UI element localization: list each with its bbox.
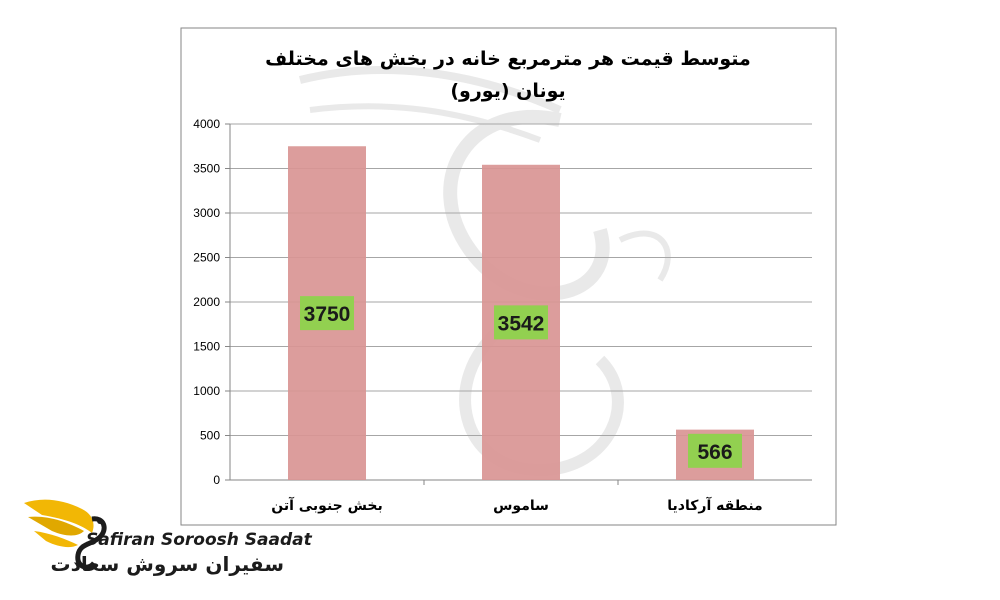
y-tick-label: 500 [200,429,220,443]
y-tick-label: 2000 [193,295,220,309]
brand-logo-icon [24,499,107,570]
data-label-background [300,296,354,331]
brand-name-en: Safiran Soroosh Saadat [86,530,312,550]
x-tick-label: بخش جنوبی آتن [271,496,383,514]
data-labels: 3750 3542 566 [300,296,742,468]
x-tick-labels: بخش جنوبی آتن ساموس منطقه آرکادیا [271,496,762,514]
y-tick-label: 1500 [193,340,220,354]
data-label: 3542 [498,312,545,335]
x-tick-label: منطقه آرکادیا [667,496,762,514]
data-label-background [688,433,742,468]
chart-title-line2: یونان (یورو) [450,80,565,102]
data-label: 566 [697,441,732,464]
y-tick-label: 1000 [193,384,220,398]
chart-title-line1: متوسط قیمت هر مترمربع خانه در بخش های مخ… [265,48,751,70]
x-tick-label: ساموس [493,498,549,514]
brand-name-fa: سفیران سروش سعادت [50,552,285,576]
data-label: 3750 [304,303,351,326]
y-tick-label: 2500 [193,251,220,265]
y-tick-labels: 0 500 1000 1500 2000 2500 3000 3500 4000 [193,117,220,487]
y-tick-label: 3000 [193,206,220,220]
y-tick-label: 0 [213,473,220,487]
data-label-background [494,305,548,340]
y-tick-label: 3500 [193,162,220,176]
y-tick-label: 4000 [193,117,220,131]
